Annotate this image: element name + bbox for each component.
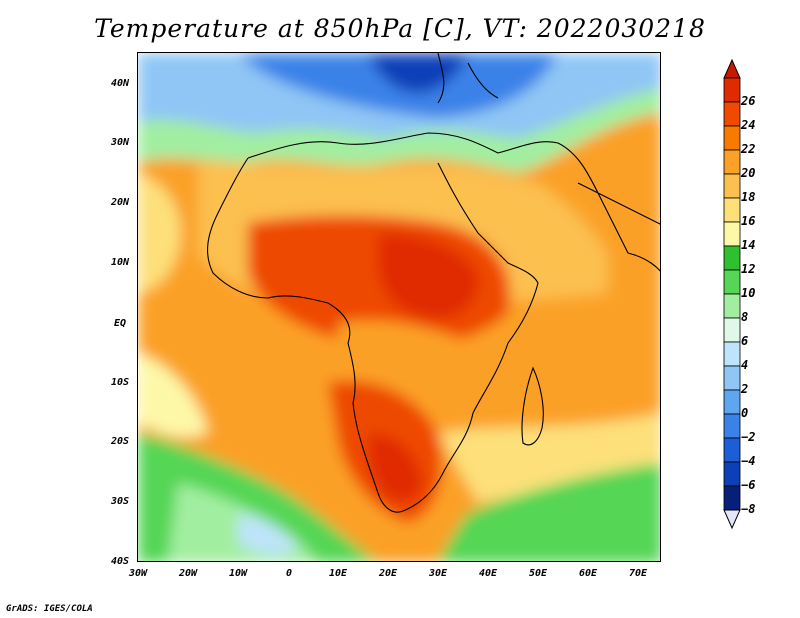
lon-label: 30W [129, 568, 148, 579]
colorbar-label: 6 [741, 334, 749, 348]
lat-label: EQ [114, 318, 127, 329]
lon-label: 20E [379, 568, 398, 579]
colorbar-swatch [723, 245, 741, 271]
lat-label: 10S [111, 377, 130, 388]
colorbar-swatch [723, 461, 741, 487]
colorbar-label: 2 [741, 382, 749, 396]
colorbar-label: 0 [741, 406, 749, 420]
colorbar-swatch [723, 77, 741, 103]
colorbar-swatch [723, 125, 741, 151]
lat-label: 30N [111, 137, 130, 148]
temperature-field [138, 53, 660, 561]
grads-credit: GrADS: IGES/COLA [6, 604, 93, 614]
colorbar-swatch [723, 317, 741, 343]
lon-label: 10W [229, 568, 248, 579]
colorbar-label: 16 [741, 214, 756, 228]
lat-label: 30S [111, 496, 130, 507]
colorbar-label: 22 [741, 142, 756, 156]
colorbar-label: 14 [741, 238, 756, 252]
colorbar-label: 24 [741, 118, 756, 132]
lat-label: 20S [111, 436, 130, 447]
colorbar-label: 4 [741, 358, 749, 372]
lat-label: 40S [111, 556, 130, 567]
lon-label: 40E [479, 568, 498, 579]
colorbar-label: −2 [741, 430, 756, 444]
colorbar-label: −8 [741, 502, 756, 516]
colorbar-label: 18 [741, 190, 756, 204]
colorbar-swatch [723, 101, 741, 127]
lon-label: 20W [179, 568, 198, 579]
lon-label: 0 [286, 568, 293, 579]
colorbar-swatch [723, 485, 741, 511]
colorbar-label: 10 [741, 286, 756, 300]
colorbar-swatch [723, 365, 741, 391]
map-title: Temperature at 850hPa [C], VT: 202203021… [94, 14, 706, 43]
colorbar-label: 8 [741, 310, 749, 324]
colorbar-label: 20 [741, 166, 756, 180]
lon-label: 50E [529, 568, 548, 579]
lat-label: 40N [111, 78, 130, 89]
colorbar-label: −6 [741, 478, 756, 492]
lon-label: 30E [429, 568, 448, 579]
temperature-map [137, 52, 661, 562]
colorbar-swatch [723, 269, 741, 295]
colorbar-swatch [723, 389, 741, 415]
colorbar-swatch [723, 413, 741, 439]
colorbar-swatch [723, 197, 741, 223]
lon-label: 60E [579, 568, 598, 579]
colorbar-under-triangle [723, 509, 741, 530]
colorbar-swatch [723, 221, 741, 247]
colorbar-swatch [723, 293, 741, 319]
colorbar [723, 58, 741, 530]
coastlines [207, 53, 660, 513]
colorbar-swatch [723, 437, 741, 463]
colorbar-label: 12 [741, 262, 756, 276]
colorbar-label: −4 [741, 454, 756, 468]
colorbar-swatch [723, 149, 741, 175]
lat-label: 10N [111, 257, 130, 268]
colorbar-swatch [723, 173, 741, 199]
colorbar-label: 26 [741, 94, 756, 108]
lon-label: 10E [329, 568, 348, 579]
colorbar-over-triangle [723, 58, 741, 79]
lon-label: 70E [629, 568, 648, 579]
lat-label: 20N [111, 197, 130, 208]
colorbar-swatch [723, 341, 741, 367]
